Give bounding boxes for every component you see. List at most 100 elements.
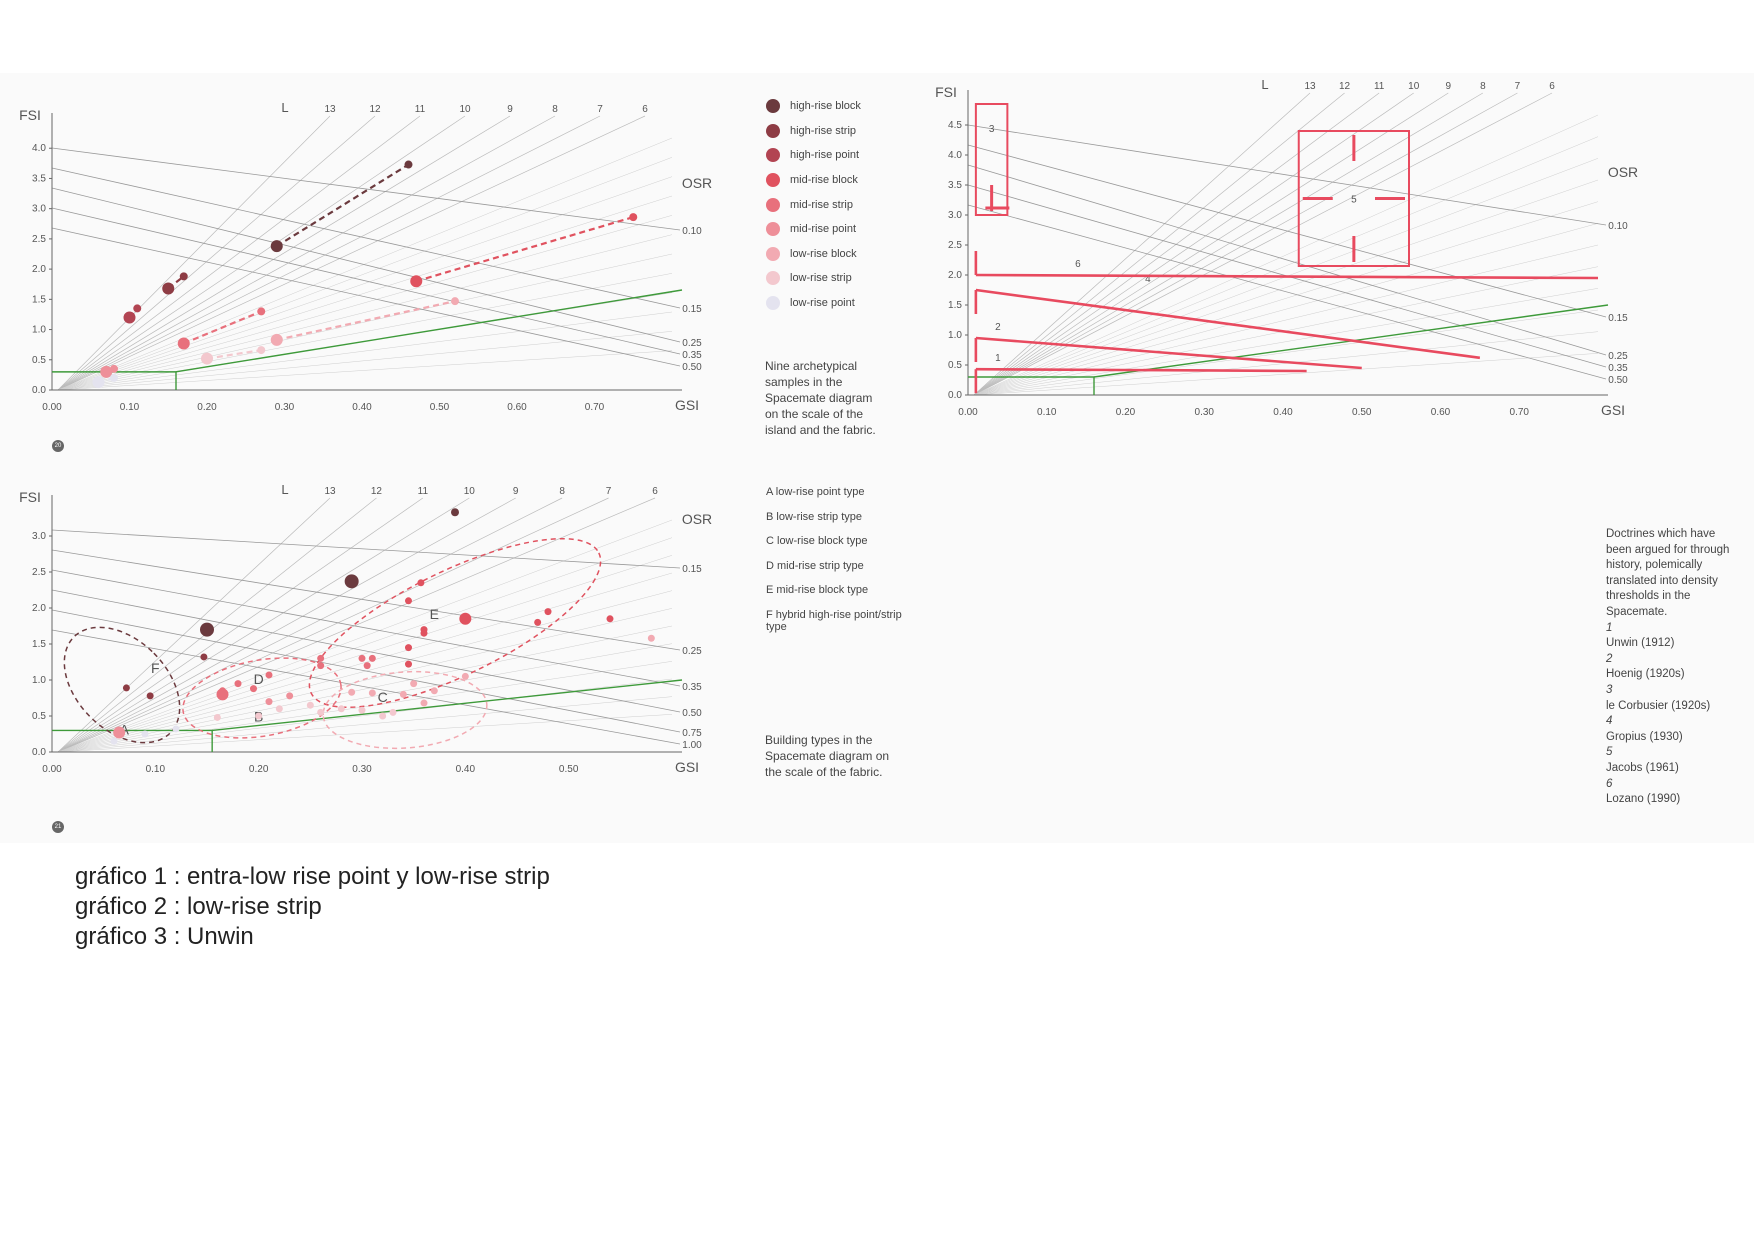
legend-label: mid-rise block <box>790 174 858 187</box>
data-point <box>317 708 325 716</box>
l-tick-label: 10 <box>1408 81 1420 92</box>
osr-axis-label: OSR <box>682 175 712 191</box>
y-axis-label: FSI <box>935 84 957 100</box>
data-point <box>344 574 359 589</box>
data-point <box>275 705 283 713</box>
series-high-rise-point <box>123 304 142 324</box>
data-point <box>306 701 314 709</box>
y-tick-label: 2.0 <box>32 264 46 275</box>
fan-line <box>57 678 673 753</box>
legend-swatch <box>766 222 780 237</box>
series-high-rise-block <box>270 160 413 253</box>
doctrine-number: 6 <box>1606 777 1613 790</box>
l-line <box>57 115 466 391</box>
fan-line <box>57 643 673 753</box>
osr-line <box>51 167 681 309</box>
x-tick-label: 0.40 <box>456 764 476 775</box>
y-tick-label: 3.5 <box>948 180 962 191</box>
data-point <box>172 725 180 733</box>
data-point <box>379 712 387 720</box>
doctrine-line-1 <box>975 367 1307 373</box>
series-line <box>276 163 410 248</box>
caption-building-types: Building types in the Spacemate diagram … <box>765 733 890 779</box>
fan-line <box>57 331 673 391</box>
legend-label: mid-rise strip <box>790 198 853 211</box>
l-line <box>57 115 421 391</box>
doctrine-number: 3 <box>1606 683 1613 696</box>
data-point <box>162 282 175 295</box>
type-letter: A <box>766 486 776 498</box>
green-diagonal-line <box>212 679 683 732</box>
data-point <box>317 662 325 670</box>
data-point <box>337 705 345 713</box>
l-line <box>57 497 609 753</box>
data-point <box>451 508 459 517</box>
doctrine-label-5: 5 <box>1351 195 1357 206</box>
type-label: mid-rise strip type <box>777 559 864 572</box>
l-line <box>57 497 331 753</box>
l-tick-label: 13 <box>1304 81 1316 92</box>
x-tick-label: 0.50 <box>430 402 450 413</box>
fan-line <box>973 309 1599 396</box>
type-label: low-rise strip type <box>776 510 862 523</box>
data-point <box>146 692 154 700</box>
l-tick-label: 6 <box>642 104 648 115</box>
y-tick-label: 0.5 <box>948 360 962 371</box>
type-letter: C <box>766 535 777 547</box>
series-line <box>415 216 634 283</box>
series-line <box>276 300 456 341</box>
series-low-rise-strip <box>201 346 266 365</box>
legend-swatch <box>766 197 780 212</box>
fan-line <box>57 215 673 391</box>
data-point <box>358 706 366 714</box>
spacemate-chart-doctrines: 13 12 11 10 9 8 7 6L0.100.150.250.350.50OSR0.00… <box>935 77 1638 418</box>
y-tick-label: 3.5 <box>32 173 46 184</box>
doctrine-label-3: 3 <box>989 124 995 135</box>
l-tick-label: 9 <box>513 486 519 497</box>
region-label-F: F <box>151 660 160 676</box>
fan-line <box>57 696 673 753</box>
x-tick-label: 0.00 <box>958 407 978 418</box>
fan-line <box>57 253 673 391</box>
region-label-D: D <box>254 671 264 687</box>
osr-line <box>967 164 1607 356</box>
l-line <box>57 497 656 753</box>
legend-item: low-rise strip <box>766 266 861 291</box>
scanned-page <box>0 73 1754 843</box>
l-tick-label: 11 <box>415 104 426 115</box>
osr-tick-label: 0.25 <box>1608 351 1628 362</box>
fan-line <box>57 537 673 753</box>
x-tick-label: 0.50 <box>1352 407 1372 418</box>
osr-line <box>51 549 681 651</box>
l-line <box>973 92 1311 396</box>
legend-label: high-rise block <box>790 100 861 113</box>
osr-line <box>51 207 681 355</box>
legend-item: mid-rise strip <box>766 192 861 217</box>
data-point <box>534 618 542 626</box>
legend-item: low-rise block <box>766 242 861 267</box>
l-tick-label: 13 <box>324 486 336 497</box>
doctrine-number: 2 <box>1606 652 1613 665</box>
x-tick-label: 0.40 <box>1273 407 1293 418</box>
note-2: gráfico 2 : low-rise strip <box>75 893 322 920</box>
l-axis-label: L <box>281 100 288 115</box>
y-tick-label: 1.5 <box>32 639 46 650</box>
doctrines-list: Doctrines which have been argued for thr… <box>1606 527 1732 808</box>
x-tick-label: 0.50 <box>559 764 579 775</box>
series-line <box>183 310 262 345</box>
osr-line <box>51 227 681 367</box>
y-tick-label: 2.5 <box>948 240 962 251</box>
x-axis-label: GSI <box>1601 402 1625 418</box>
osr-line <box>51 609 681 733</box>
data-point <box>420 629 428 637</box>
series-low-rise-block <box>270 297 459 346</box>
l-tick-label: 10 <box>459 104 471 115</box>
osr-tick-label: 0.35 <box>682 682 702 693</box>
l-line <box>57 115 331 391</box>
data-point <box>430 687 438 695</box>
data-point <box>405 644 412 652</box>
legend-item: high-rise strip <box>766 119 861 144</box>
data-point <box>201 352 213 365</box>
doctrine-line-6 <box>975 273 1599 280</box>
data-point <box>461 672 469 680</box>
